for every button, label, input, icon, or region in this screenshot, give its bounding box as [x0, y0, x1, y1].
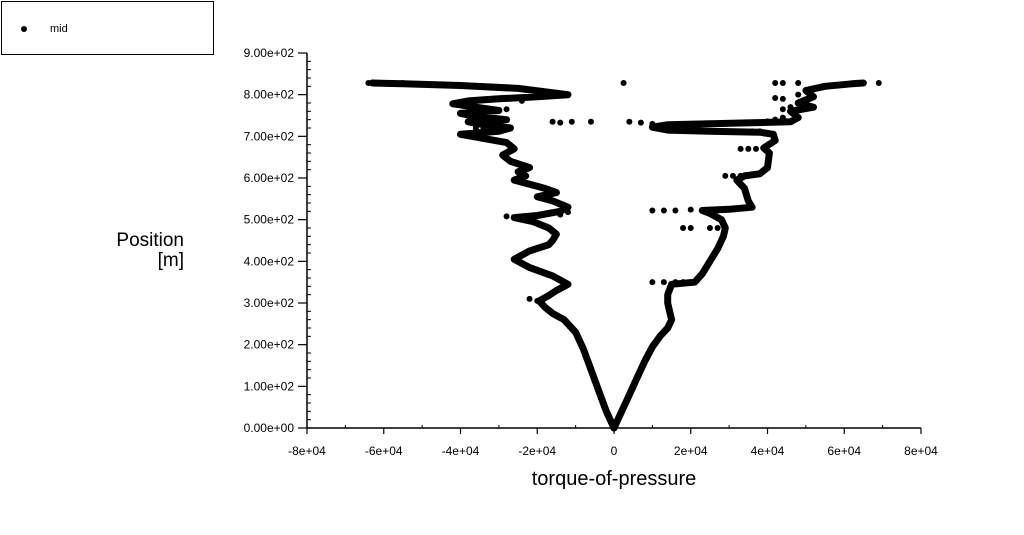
data-point: [687, 225, 694, 231]
left-branch-curve: [368, 79, 618, 432]
y-axis-label: Position [m]: [116, 231, 184, 271]
data-point: [680, 225, 687, 231]
y-axis-label-line2: [m]: [157, 250, 184, 271]
data-point: [480, 125, 487, 132]
data-point: [714, 225, 721, 231]
y-tick-label: 7.00e+02: [244, 129, 295, 143]
x-tick-label: 0: [611, 444, 618, 458]
right-branch-curve: [610, 79, 867, 432]
data-point: [388, 80, 395, 86]
data-point: [649, 207, 656, 214]
data-point: [737, 145, 744, 152]
y-tick-label: 3.00e+02: [244, 296, 295, 310]
data-point: [772, 95, 779, 101]
data-point: [687, 206, 694, 213]
legend-marker-icon: [21, 26, 27, 32]
y-tick-label: 8.00e+02: [244, 88, 295, 102]
x-tick-label: 6e+04: [827, 444, 861, 458]
y-tick-label: 0.00e+00: [244, 421, 295, 435]
data-point: [511, 214, 518, 221]
data-point: [557, 119, 564, 126]
data-point: [376, 80, 383, 86]
legend: mid: [1, 1, 214, 55]
data-point: [476, 106, 483, 113]
data-point: [472, 125, 479, 131]
data-point: [737, 172, 744, 179]
data-point: [526, 295, 533, 302]
data-point: [779, 106, 786, 113]
data-point: [365, 80, 372, 86]
x-tick-label: -8e+04: [288, 444, 326, 458]
data-point: [660, 207, 667, 214]
data-point: [764, 118, 771, 125]
axes: 0.00e+00 1.00e+02 2.00e+02 3.00e+02 4.00e+02…: [244, 46, 939, 458]
x-tick-label: -6e+04: [365, 444, 403, 458]
series-mid: [365, 79, 882, 432]
data-point: [503, 106, 510, 113]
data-point: [779, 80, 786, 86]
y-tick-label: 4.00e+02: [244, 254, 295, 268]
data-point: [626, 118, 633, 125]
data-point: [772, 116, 779, 123]
data-point: [557, 211, 564, 218]
data-point: [752, 145, 759, 152]
data-point: [503, 213, 510, 220]
data-point: [518, 97, 525, 104]
data-point: [795, 91, 802, 98]
x-axis-label: torque-of-pressure: [531, 468, 697, 490]
data-point: [729, 172, 736, 179]
data-point: [488, 108, 495, 115]
y-tick-label: 5.00e+02: [244, 213, 295, 227]
data-point: [756, 128, 763, 135]
data-point: [637, 119, 644, 126]
legend-label-mid: mid: [50, 23, 68, 35]
x-tick-label: -2e+04: [518, 444, 556, 458]
data-point: [745, 145, 752, 152]
data-point: [772, 80, 779, 86]
data-point: [806, 91, 813, 98]
data-point: [534, 297, 541, 304]
data-point: [779, 95, 786, 102]
x-tick-label: -4e+04: [442, 444, 480, 458]
data-point: [399, 80, 406, 86]
y-tick-label: 1.00e+02: [244, 379, 295, 393]
data-point: [787, 104, 794, 111]
data-point: [620, 80, 627, 86]
data-point: [672, 207, 679, 214]
data-point: [795, 80, 802, 86]
y-tick-label: 6.00e+02: [244, 171, 295, 185]
data-point: [587, 118, 594, 125]
data-point: [672, 279, 679, 286]
y-tick-label: 9.00e+02: [244, 46, 295, 60]
data-point: [779, 114, 786, 121]
x-tick-label: 2e+04: [674, 444, 708, 458]
data-point: [549, 118, 556, 125]
y-axis-label-line1: Position: [116, 230, 184, 251]
data-point: [875, 80, 882, 86]
data-point: [660, 279, 667, 286]
data-point: [722, 172, 729, 179]
data-point: [680, 279, 687, 286]
x-tick-label: 8e+04: [904, 444, 938, 458]
data-point: [649, 279, 656, 286]
data-point: [649, 120, 656, 127]
data-point: [706, 225, 713, 231]
x-tick-label: 4e+04: [751, 444, 785, 458]
data-point: [564, 209, 571, 216]
data-point: [749, 128, 756, 135]
y-tick-label: 2.00e+02: [244, 338, 295, 352]
data-point: [568, 118, 575, 125]
